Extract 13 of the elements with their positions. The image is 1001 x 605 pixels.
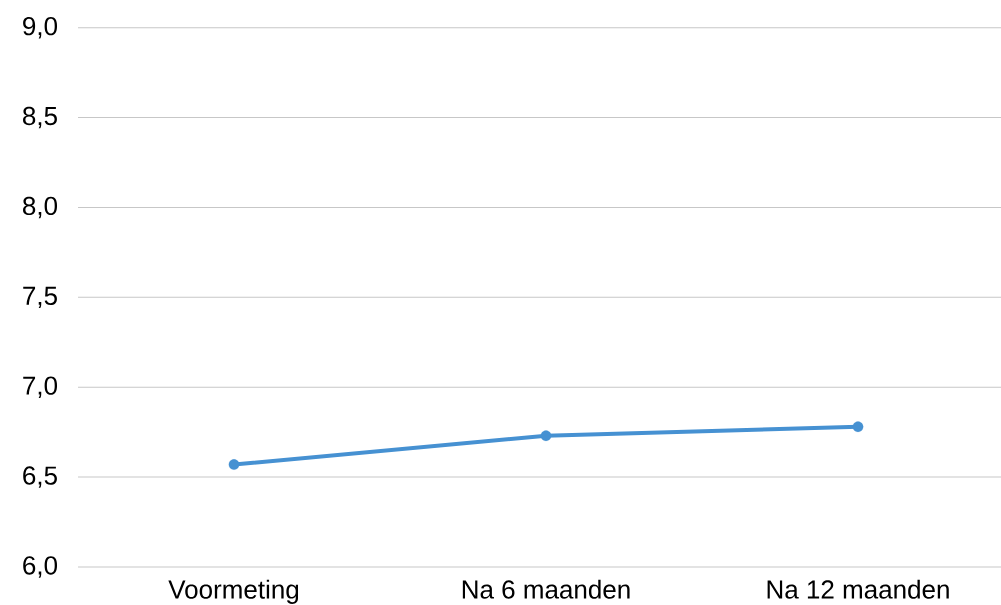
point [852,421,864,433]
y-tick-label: 6,5 [23,466,57,488]
x-tick-label: Na 6 maanden [462,579,630,599]
y-tick-label: 8,0 [23,196,58,219]
y-tick-label: 6,0 [23,556,58,578]
y-tick-label: 7,5 [23,286,57,309]
y-tick-label: 9,0 [23,16,58,39]
y-tick-label: 7,0 [23,376,58,398]
point [228,459,240,470]
y-tick-label: 8,5 [23,106,57,129]
point [540,430,552,442]
x-tick-label: Voormeting [168,579,299,604]
x-tick-label: Na 12 maanden [767,579,949,599]
